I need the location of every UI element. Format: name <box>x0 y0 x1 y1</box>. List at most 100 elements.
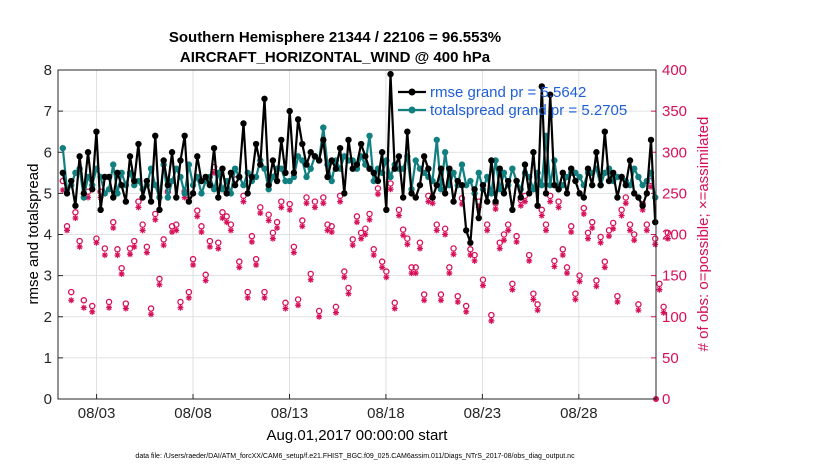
obs-assimilated-point <box>509 286 516 293</box>
obs-assimilated-point <box>139 227 146 234</box>
obs-possible-point <box>664 229 672 237</box>
obs-possible-point <box>143 243 151 251</box>
obs-possible-point <box>88 302 96 310</box>
legend-rmse-label: rmse grand pr = 5.5642 <box>430 84 586 101</box>
rmse-point <box>370 169 377 177</box>
rmse-point <box>542 190 550 197</box>
rmse-point <box>399 194 407 201</box>
obs-possible-point <box>437 291 445 298</box>
obs-possible-point <box>152 210 159 218</box>
y-left-tick-label: 2 <box>44 309 52 326</box>
obs-possible-point <box>332 303 340 311</box>
rmse-point <box>118 181 125 189</box>
obs-assimilated-point <box>576 278 583 285</box>
obs-assimilated-point <box>135 204 142 211</box>
obs-possible-point <box>189 255 197 263</box>
rmse-point <box>189 190 197 197</box>
obs-possible-point <box>252 255 260 263</box>
obs-possible-point <box>626 221 634 228</box>
obs-possible-point <box>601 258 609 265</box>
obs-possible-point <box>630 231 638 238</box>
obs-assimilated-point <box>538 212 545 219</box>
obs-possible-point <box>534 301 541 308</box>
obs-assimilated-point <box>475 204 482 211</box>
obs-possible-point <box>609 219 617 227</box>
obs-assimilated-point <box>328 229 335 236</box>
totalspread-point <box>366 132 373 139</box>
rmse-point <box>383 206 390 214</box>
rmse-point <box>307 149 314 156</box>
obs-assimilated-point <box>437 297 444 304</box>
rmse-point <box>63 190 71 197</box>
obs-assimilated-point <box>265 217 272 224</box>
obs-possible-point <box>446 264 453 271</box>
y-right-tick-label: 150 <box>662 268 687 285</box>
obs-assimilated-point <box>454 298 461 305</box>
rmse-point <box>610 169 617 177</box>
obs-assimilated-point <box>589 224 596 231</box>
obs-assimilated-point <box>349 242 356 249</box>
y-right-tick-label: 400 <box>662 62 687 79</box>
rmse-point <box>265 181 272 189</box>
obs-assimilated-point <box>173 227 180 234</box>
totalspread-point <box>458 161 466 168</box>
obs-assimilated-point <box>446 270 453 277</box>
y-right-tick-label: 100 <box>662 309 687 326</box>
rmse-point <box>618 173 625 181</box>
obs-possible-point <box>147 305 155 312</box>
obs-assimilated-point <box>93 239 100 246</box>
rmse-point <box>551 181 558 189</box>
rmse-point <box>320 136 327 144</box>
totalspread-point <box>294 153 302 160</box>
rmse-point <box>156 206 163 214</box>
obs-assimilated-point <box>269 235 276 242</box>
obs-assimilated-point <box>320 200 327 207</box>
obs-assimilated-point <box>370 252 377 259</box>
obs-assimilated-point <box>362 231 369 238</box>
obs-assimilated-point <box>282 305 289 312</box>
rmse-point <box>294 116 302 123</box>
obs-possible-point <box>462 302 470 310</box>
obs-possible-point <box>651 235 659 242</box>
obs-assimilated-point <box>517 202 524 209</box>
obs-assimilated-point <box>198 229 205 236</box>
x-tick-label: 08/03 <box>78 405 116 422</box>
obs-assimilated-point <box>563 270 570 277</box>
obs-possible-point <box>219 209 226 216</box>
obs-assimilated-point <box>433 227 440 234</box>
totalspread-point <box>433 136 440 144</box>
obs-possible-point <box>420 291 428 298</box>
rmse-point <box>349 165 356 172</box>
obs-possible-point <box>76 237 83 245</box>
totalspread-point <box>450 169 457 177</box>
obs-assimilated-point <box>337 198 344 205</box>
rmse-point <box>341 190 348 197</box>
rmse-point <box>530 149 537 156</box>
obs-assimilated-point <box>227 227 234 234</box>
series-lines <box>59 70 659 246</box>
obs-possible-point <box>67 288 75 296</box>
rmse-point <box>227 169 235 177</box>
rmse-point <box>257 161 264 168</box>
obs-possible-point <box>299 217 306 224</box>
obs-possible-point <box>105 298 113 306</box>
obs-possible-point <box>383 268 390 275</box>
obs-possible-point <box>273 218 281 226</box>
obs-possible-point <box>467 246 474 253</box>
obs-assimilated-point <box>492 206 499 213</box>
rmse-point <box>68 177 75 185</box>
rmse-point <box>437 165 445 172</box>
obs-possible-point <box>236 258 243 265</box>
rmse-point <box>324 173 331 181</box>
rmse-point <box>122 198 130 205</box>
obs-assimilated-point <box>404 241 411 248</box>
rmse-point <box>59 169 67 177</box>
totalspread-point <box>303 173 310 181</box>
rmse-point <box>626 157 634 164</box>
obs-possible-point <box>378 258 386 265</box>
obs-assimilated-point <box>152 216 159 223</box>
obs-possible-point <box>567 223 575 230</box>
obs-possible-point <box>542 221 550 228</box>
obs-assimilated-point <box>114 252 121 259</box>
